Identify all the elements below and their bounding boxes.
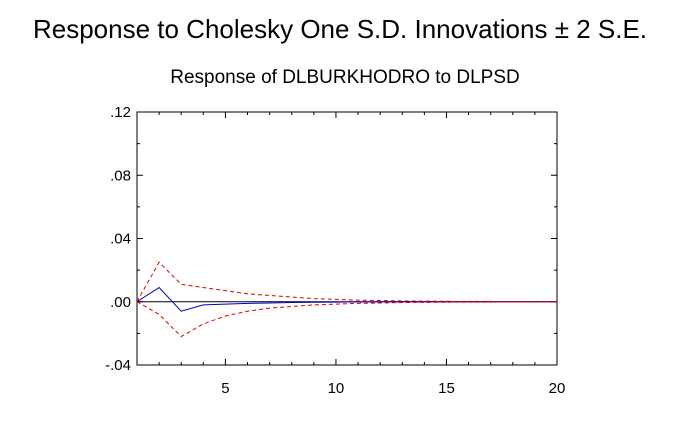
y-tick-label: .08 xyxy=(110,167,131,184)
chart-title: Response of DLBURKHODRO to DLPSD xyxy=(170,67,520,88)
x-tick-label: 5 xyxy=(221,380,229,397)
lower-band-line xyxy=(136,301,557,338)
y-tick-label: -.04 xyxy=(105,357,131,374)
y-tick-label: .00 xyxy=(110,294,131,311)
x-tick-label: 10 xyxy=(328,380,345,397)
series-layer xyxy=(136,261,557,338)
y-axis-ticks: .12 .08 .04 .00 -.04 xyxy=(105,104,557,374)
main-title: Response to Cholesky One S.D. Innovation… xyxy=(33,14,647,44)
upper-band-line xyxy=(136,261,557,303)
response-line xyxy=(136,286,557,312)
plot-frame xyxy=(136,111,558,366)
y-tick-label: .12 xyxy=(110,104,131,121)
x-tick-label: 20 xyxy=(549,380,566,397)
x-axis-ticks: 5 10 15 20 xyxy=(136,112,566,397)
x-tick-label: 15 xyxy=(438,380,455,397)
y-tick-label: .04 xyxy=(110,231,131,248)
